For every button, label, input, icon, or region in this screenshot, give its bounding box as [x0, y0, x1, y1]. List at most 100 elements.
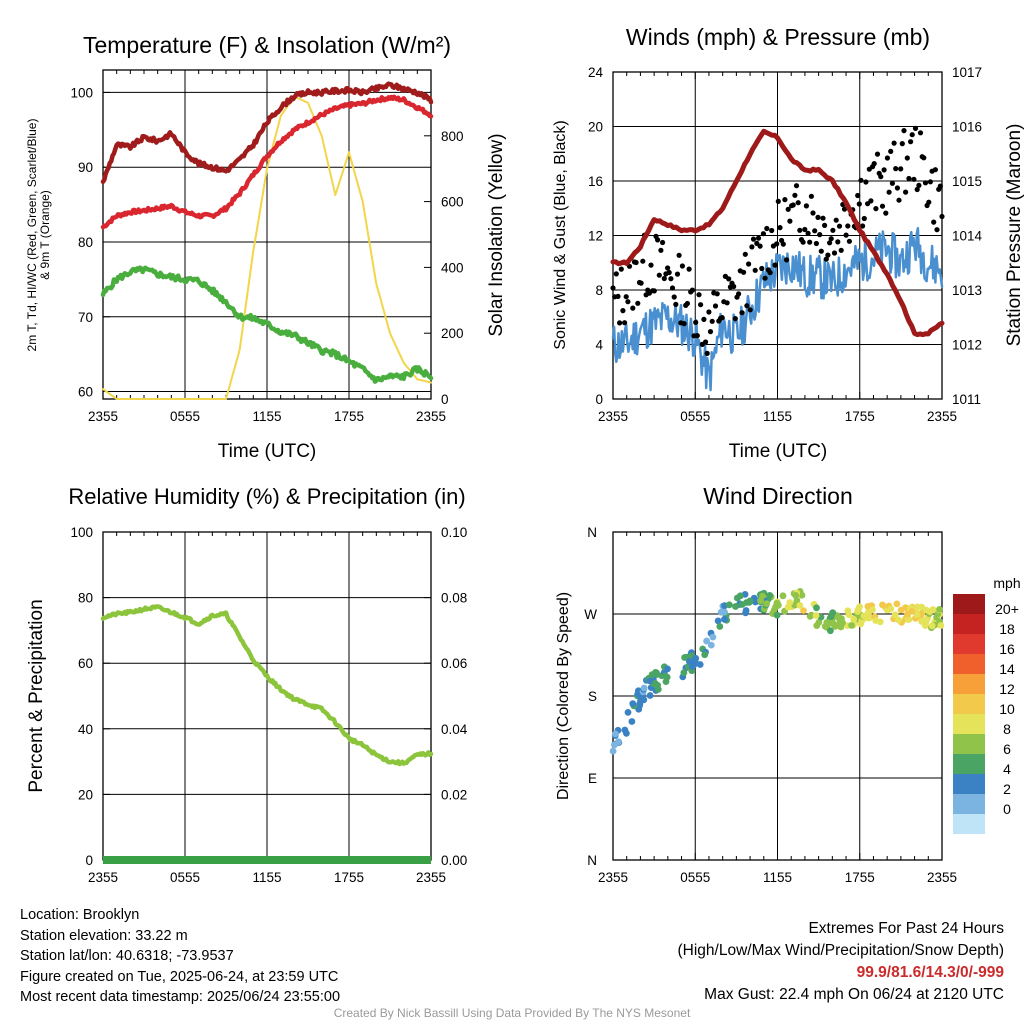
x-tick-label: 1755	[845, 870, 875, 885]
direction-point	[766, 592, 774, 599]
y2-tick-label: 200	[441, 326, 464, 341]
y2-tick-label: 0.04	[441, 722, 468, 737]
gust-point	[820, 215, 826, 221]
extremes-subtitle: (High/Low/Max Wind/Precipitation/Snow De…	[677, 942, 1005, 959]
gust-point	[828, 236, 834, 242]
gust-point	[726, 276, 732, 282]
extremes-title: Extremes For Past 24 Hours	[808, 920, 1004, 937]
direction-point	[752, 598, 759, 606]
direction-point	[640, 696, 648, 704]
gust-point	[610, 285, 616, 291]
y-tick-label: 90	[78, 160, 93, 175]
pressure-line	[610, 128, 945, 338]
direction-point	[732, 603, 739, 610]
colorbar-label: 8	[1003, 721, 1011, 737]
colorbar-label: 16	[999, 641, 1015, 657]
gust-point	[822, 222, 828, 228]
gust-point	[696, 292, 702, 298]
gust-point	[884, 155, 891, 161]
y2-tick-label: 1012	[952, 338, 982, 353]
direction-point	[653, 669, 660, 677]
gust-point	[741, 269, 747, 275]
gust-point	[891, 140, 897, 146]
x-tick-label: 2355	[598, 409, 628, 424]
x-tick-label: 1755	[334, 409, 364, 424]
gust-point	[772, 262, 778, 268]
y-tick-label: 60	[78, 385, 93, 400]
gust-point	[759, 265, 765, 272]
gust-point	[916, 182, 922, 188]
y-tick-label: 40	[78, 722, 93, 737]
gust-point	[679, 263, 686, 269]
direction-point	[773, 611, 781, 619]
y2-tick-label: 1011	[952, 392, 981, 407]
recent-text: Most recent data timestamp: 2025/06/24 2…	[20, 989, 341, 1005]
gust-point	[795, 200, 801, 206]
y2-tick-label: 400	[441, 260, 464, 275]
y-tick-label: 80	[78, 591, 93, 606]
colorbar-swatch	[953, 654, 985, 674]
colorbar-label: 20+	[995, 601, 1019, 617]
direction-point	[701, 651, 709, 659]
y2-tick-label: 1014	[952, 229, 983, 244]
direction-point	[812, 612, 820, 619]
colorbar-label: 2	[1003, 781, 1011, 797]
direction-point	[869, 606, 876, 614]
direction-point	[686, 658, 693, 665]
gust-point	[760, 231, 767, 237]
direction-point	[609, 747, 617, 755]
colorbar-swatch	[953, 594, 985, 614]
gust-point	[752, 267, 758, 273]
sonic-wind-line	[611, 226, 944, 392]
direction-point	[688, 663, 696, 670]
y-tick-label: 60	[78, 656, 93, 671]
gust-point	[693, 319, 699, 325]
gust-point	[841, 206, 848, 212]
gust-point	[926, 199, 932, 205]
direction-point	[615, 738, 622, 746]
gust-point	[802, 226, 808, 233]
gust-point	[813, 240, 820, 247]
y-tick-label: N	[587, 525, 597, 540]
direction-point	[709, 633, 717, 641]
direction-point	[786, 599, 794, 606]
y-tick-label: W	[584, 607, 597, 622]
gust-point	[886, 189, 892, 195]
colorbar-label: 4	[1003, 761, 1011, 777]
colorbar-title: mph	[993, 575, 1020, 591]
gust-point	[656, 272, 662, 278]
y2-axis-label: Solar Insolation (Yellow)	[486, 133, 507, 336]
gust-point	[714, 291, 720, 297]
gust-point	[739, 310, 745, 316]
direction-point	[854, 606, 862, 614]
colorbar-swatch	[953, 634, 985, 654]
gust-point	[833, 217, 839, 223]
x-tick-label: 2355	[598, 870, 628, 885]
colorbar-swatch	[953, 734, 985, 754]
direction-point	[779, 592, 787, 600]
y-tick-label: 8	[595, 283, 603, 298]
gust-point	[881, 167, 887, 173]
y2-tick-label: 0	[441, 392, 449, 407]
colorbar-label: 12	[999, 681, 1015, 697]
chart-title: Wind Direction	[703, 483, 853, 509]
direction-point	[936, 606, 943, 613]
direction-point	[848, 622, 855, 629]
station-info: Location: Brooklyn Station elevation: 33…	[20, 905, 340, 1008]
colorbar-label: 18	[999, 621, 1015, 637]
gust-point	[807, 239, 813, 245]
direction-point	[640, 684, 648, 692]
gust-point	[625, 299, 631, 305]
y2-tick-label: 0.08	[441, 591, 467, 606]
y-tick-label: N	[587, 853, 597, 868]
direction-point	[629, 700, 637, 708]
y2-tick-label: 600	[441, 195, 464, 210]
gust-point	[843, 232, 849, 238]
gust-point	[694, 333, 700, 339]
direction-point	[844, 607, 852, 615]
gust-point	[835, 239, 841, 245]
gust-point	[868, 198, 874, 204]
gust-point	[673, 301, 679, 307]
gust-point	[790, 202, 796, 208]
direction-point	[628, 718, 636, 725]
